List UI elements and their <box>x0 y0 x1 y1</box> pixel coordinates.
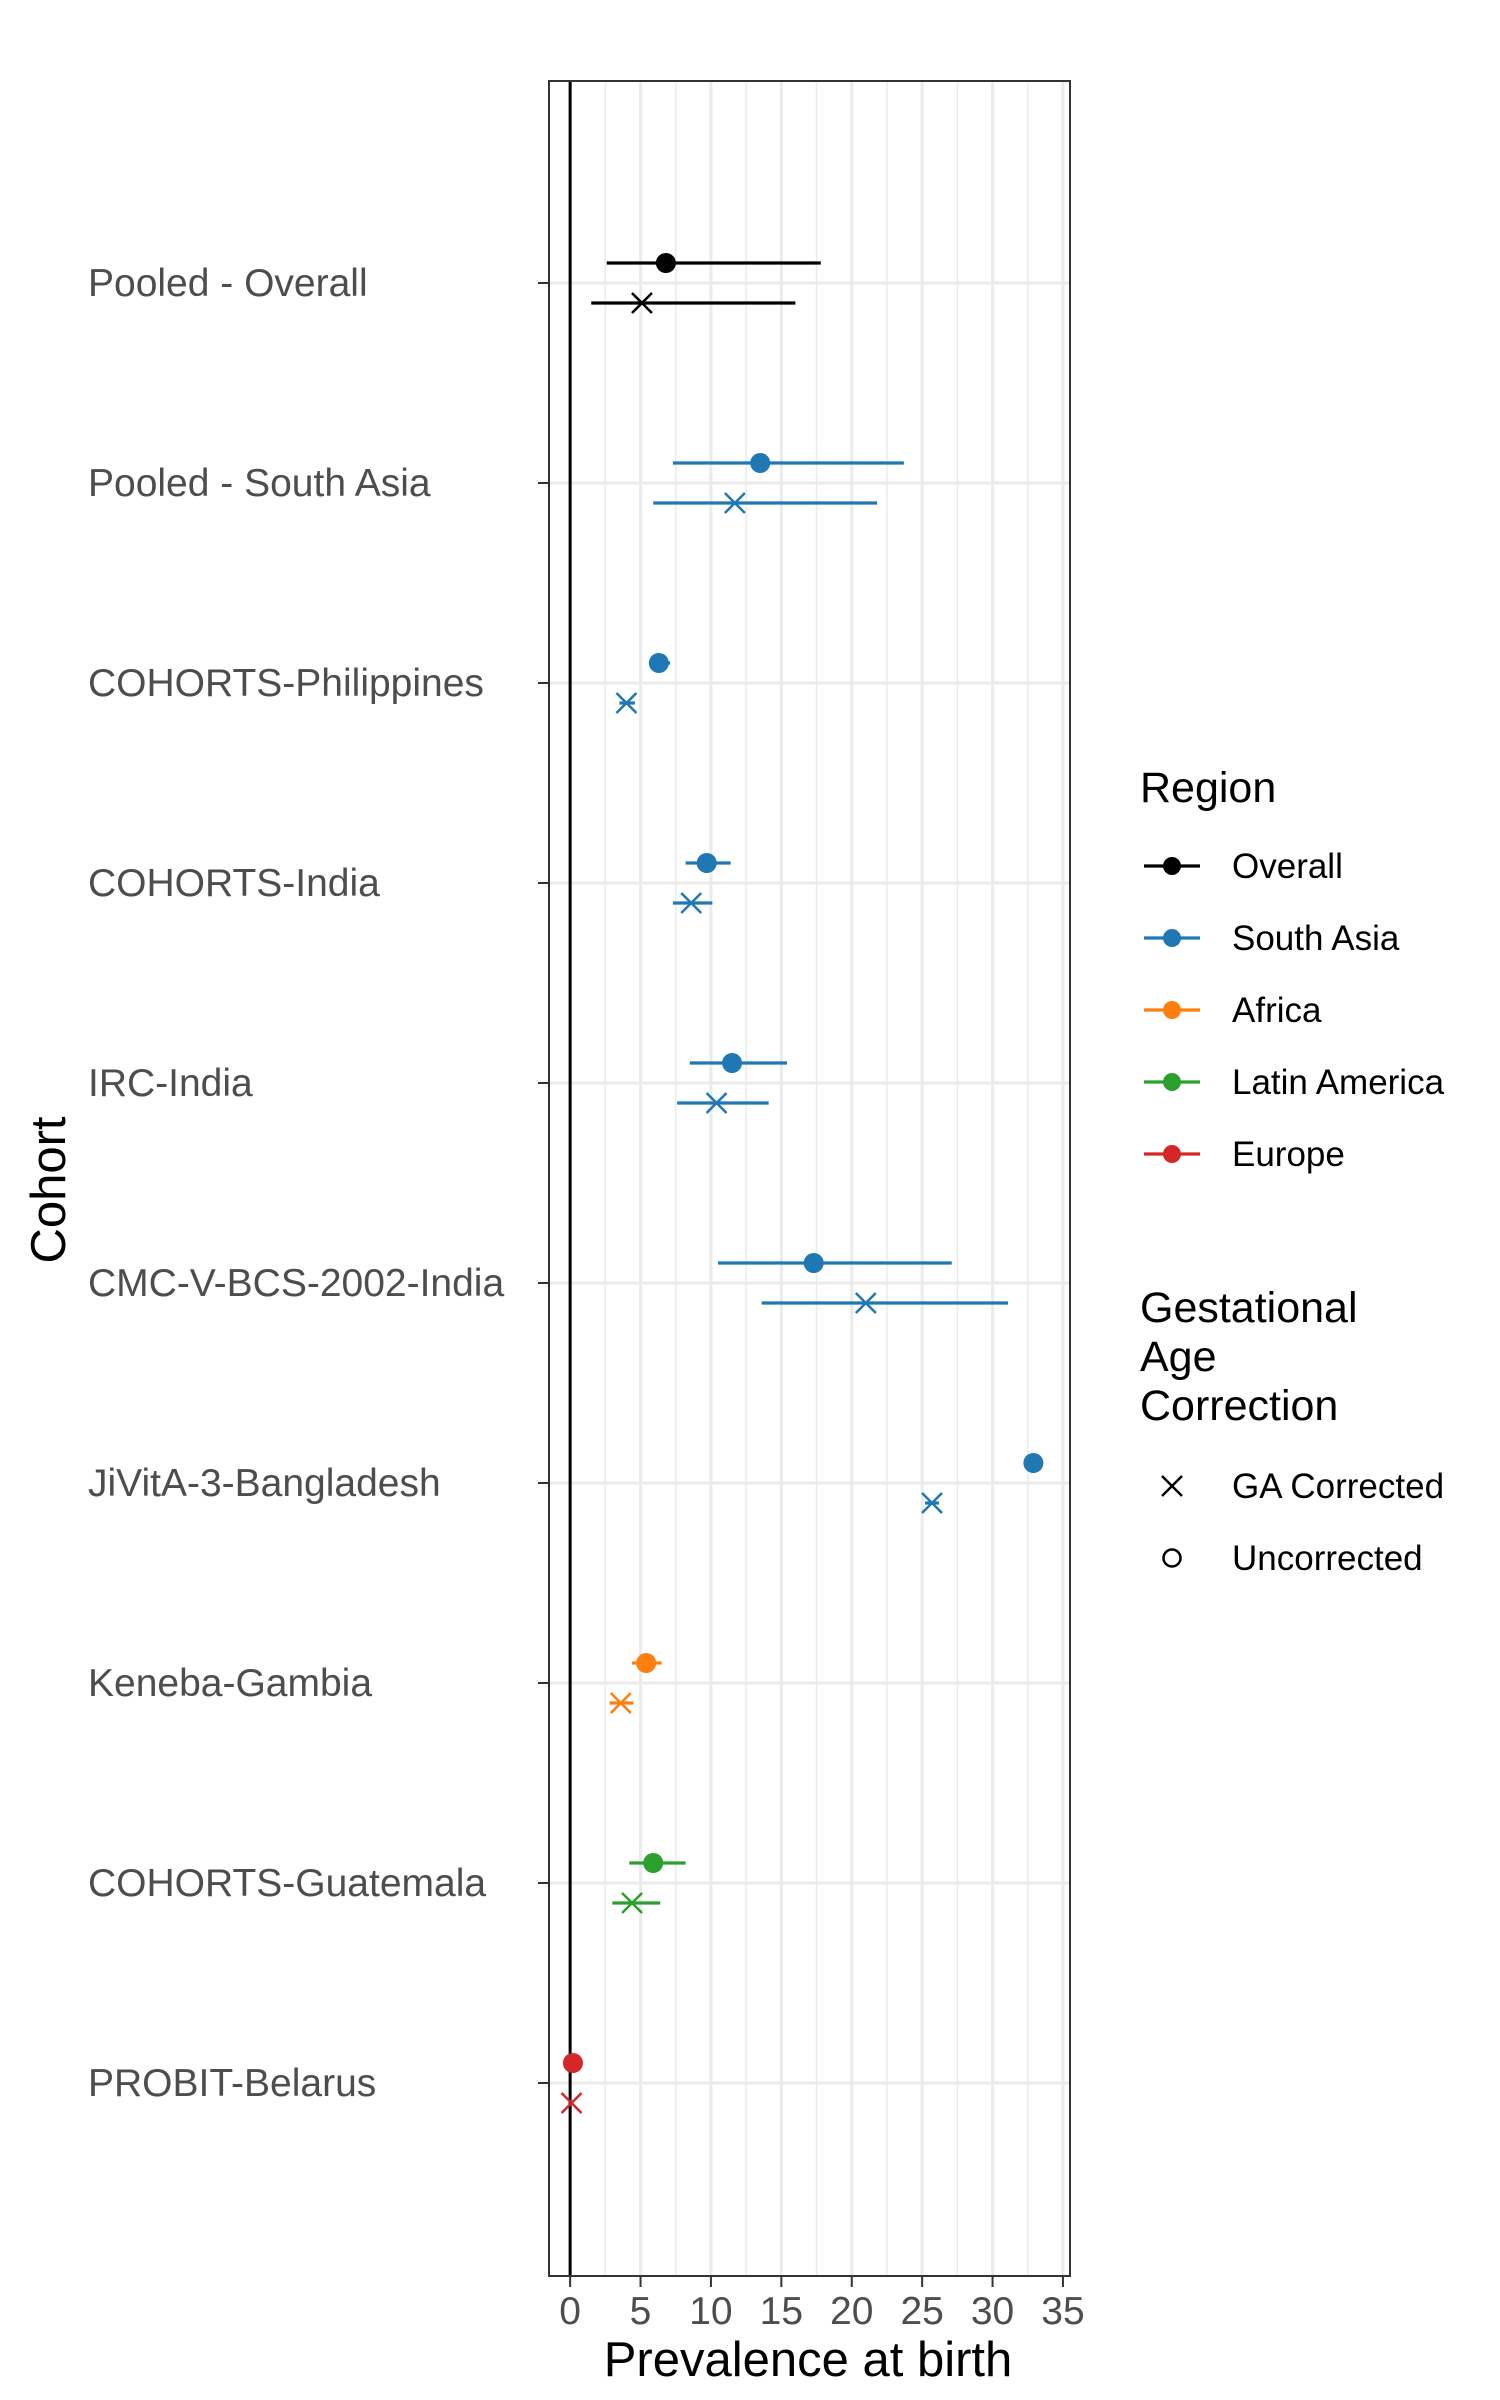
point-keneba-gambia-ga-corrected <box>609 1692 632 1714</box>
point-jivita-3-bangladesh-ga-corrected <box>921 1492 943 1514</box>
legend-label-uncorrected: Uncorrected <box>1232 1539 1423 1578</box>
y-tick-label: Keneba-Gambia <box>88 1662 372 1705</box>
point-pooled-overall-uncorrected <box>655 253 676 273</box>
legend-correction-title: Gestational <box>1140 1284 1358 1332</box>
y-tick-label: COHORTS-Guatemala <box>88 1862 486 1905</box>
legend-key-cross <box>1161 1475 1183 1497</box>
legend-label-africa: Africa <box>1232 991 1322 1030</box>
point-pooled-overall-ga-corrected <box>631 292 653 314</box>
legend-label-overall: Overall <box>1232 847 1343 886</box>
legend-key-point <box>1163 929 1181 947</box>
legend: Region Overall South Asia Africa Latin Ameri… <box>1140 764 1445 1578</box>
x-tick-label: 15 <box>760 2290 803 2333</box>
data-layer <box>560 253 1044 2114</box>
point-jivita-3-bangladesh-uncorrected <box>1023 1453 1044 1473</box>
y-tick-label: COHORTS-India <box>88 862 380 905</box>
y-tick-label: JiVitA-3-Bangladesh <box>88 1462 441 1505</box>
point-cohorts-india-uncorrected <box>696 853 717 873</box>
point-cohorts-philippines-uncorrected <box>648 653 669 673</box>
plot-panel <box>549 81 1070 2276</box>
x-axis-title: Prevalence at birth <box>604 2333 1013 2387</box>
point-cohorts-guatemala-ga-corrected <box>621 1892 643 1914</box>
legend-key-point <box>1163 1073 1181 1091</box>
legend-label-south-asia: South Asia <box>1232 919 1400 958</box>
x-tick-label: 30 <box>971 2290 1014 2333</box>
panel-background <box>549 81 1070 2276</box>
legend-label-europe: Europe <box>1232 1135 1345 1174</box>
y-tick-label: PROBIT-Belarus <box>88 2062 376 2105</box>
x-tick-label: 25 <box>900 2290 943 2333</box>
point-pooled-south-asia-uncorrected <box>750 453 771 473</box>
x-tick-label: 20 <box>830 2290 873 2333</box>
legend-key-point <box>1163 1001 1181 1019</box>
y-axis-title: Cohort <box>22 1116 76 1263</box>
legend-correction-title: Correction <box>1140 1382 1338 1430</box>
axes: Pooled - Overall Pooled - South Asia COHOR… <box>88 80 1085 2333</box>
x-tick-label: 0 <box>559 2290 581 2333</box>
point-cmc-v-bcs-2002-india-ga-corrected <box>854 1292 877 1314</box>
y-tick-label: IRC-India <box>88 1062 253 1105</box>
point-probit-belarus-uncorrected <box>562 2053 583 2073</box>
point-irc-india-uncorrected <box>722 1053 743 1073</box>
point-cohorts-philippines-ga-corrected <box>615 692 638 714</box>
legend-region-title: Region <box>1140 764 1276 812</box>
legend-key-point <box>1163 857 1181 875</box>
legend-key-circle <box>1162 1548 1182 1568</box>
x-tick-label: 10 <box>689 2290 732 2333</box>
point-cohorts-india-ga-corrected <box>680 892 703 914</box>
legend-label-ga-corrected: GA Corrected <box>1232 1467 1444 1506</box>
point-cohorts-guatemala-uncorrected <box>643 1853 664 1873</box>
point-keneba-gambia-uncorrected <box>636 1653 657 1673</box>
x-tick-label: 5 <box>630 2290 652 2333</box>
y-tick-label: COHORTS-Philippines <box>88 662 484 705</box>
point-cmc-v-bcs-2002-india-uncorrected <box>803 1253 824 1273</box>
legend-key-point <box>1163 1145 1181 1163</box>
panel-border <box>548 80 1071 2277</box>
y-tick-label: CMC-V-BCS-2002-India <box>88 1262 504 1305</box>
point-probit-belarus-ga-corrected <box>560 2092 583 2114</box>
y-tick-label: Pooled - South Asia <box>88 462 431 505</box>
point-irc-india-ga-corrected <box>705 1092 728 1114</box>
legend-label-latin-america: Latin America <box>1232 1063 1445 1102</box>
y-tick-label: Pooled - Overall <box>88 262 368 305</box>
point-pooled-south-asia-ga-corrected <box>723 492 746 514</box>
x-tick-label: 35 <box>1041 2290 1084 2333</box>
legend-correction-title: Age <box>1140 1333 1217 1381</box>
